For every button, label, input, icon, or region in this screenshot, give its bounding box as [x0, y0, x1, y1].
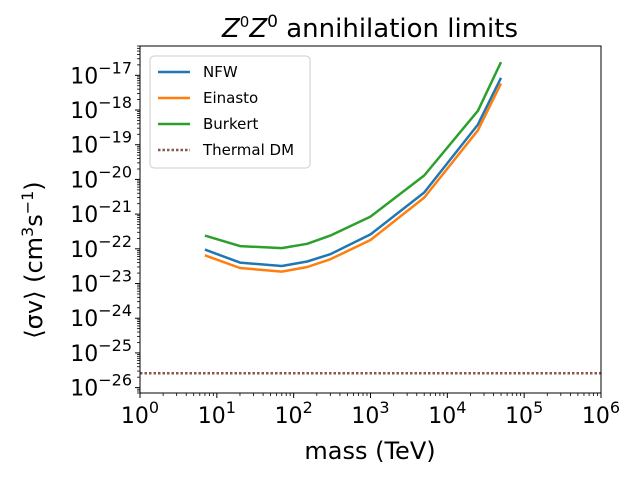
series-line-nfw — [204, 77, 503, 268]
y-tick-label: 10−23 — [70, 267, 132, 298]
legend-box — [149, 55, 311, 169]
series-lines — [140, 61, 601, 375]
legend-label: Burkert — [203, 115, 259, 133]
y-axis-label: ⟨σv⟩ (cm3s−1) — [18, 181, 48, 338]
y-tick-label: 10−19 — [70, 128, 132, 159]
legend-label: Einasto — [203, 89, 258, 107]
x-axis-label: mass (TeV) — [304, 437, 435, 465]
x-tick-label: 105 — [505, 398, 543, 429]
x-tick-label: 103 — [351, 398, 389, 429]
series-line-burkert — [204, 61, 503, 250]
y-tick-label: 10−20 — [70, 162, 132, 193]
y-tick-label: 10−17 — [70, 58, 132, 89]
series-line-einasto — [204, 82, 503, 273]
axis-ticks: 100 101 102 103 104 105 10610−2610−2510−2410−2… — [70, 45, 620, 429]
legend: NFW Einasto Burkert Thermal DM — [149, 55, 311, 169]
y-tick-label: 10−22 — [70, 232, 132, 263]
legend-label: Thermal DM — [202, 141, 294, 159]
x-tick-label: 101 — [198, 398, 236, 429]
x-tick-label: 100 — [121, 398, 159, 429]
chart-title: Z0Z0 annihilation limits — [221, 12, 518, 44]
legend-label: NFW — [203, 63, 238, 81]
y-tick-label: 10−21 — [70, 197, 132, 228]
x-tick-label: 102 — [275, 398, 313, 429]
y-tick-label: 10−25 — [70, 336, 132, 367]
y-tick-label: 10−24 — [70, 301, 132, 332]
axes-frame — [139, 45, 602, 394]
x-tick-label: 106 — [582, 398, 620, 429]
y-tick-label: 10−18 — [70, 93, 132, 124]
x-tick-label: 104 — [428, 398, 466, 429]
y-tick-label: 10−26 — [70, 371, 132, 402]
